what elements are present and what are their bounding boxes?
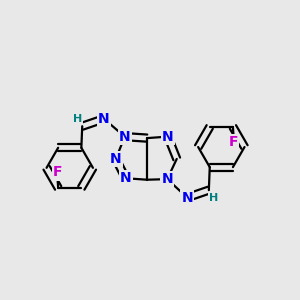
Text: F: F [229,135,238,149]
Text: N: N [181,190,193,205]
Text: H: H [209,193,218,203]
Text: N: N [110,152,122,166]
Text: N: N [161,172,173,186]
Text: N: N [120,171,131,185]
Text: H: H [73,114,82,124]
Text: F: F [53,166,62,179]
Text: N: N [162,130,174,144]
Text: N: N [98,112,110,126]
Text: N: N [119,130,130,144]
